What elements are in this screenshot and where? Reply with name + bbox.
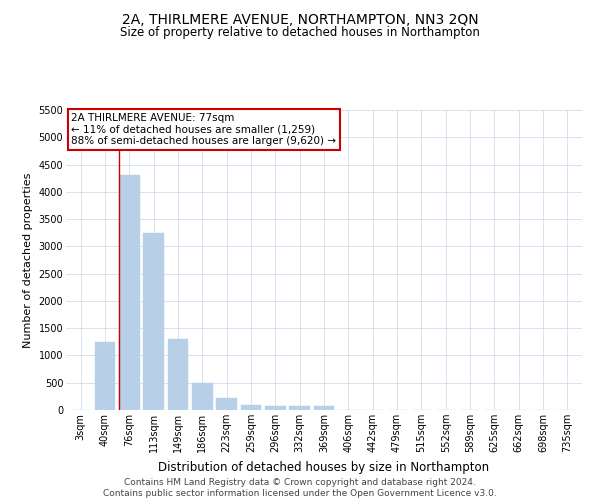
Bar [241, 404, 262, 410]
Bar [192, 382, 212, 410]
Bar [216, 398, 237, 410]
Bar [289, 406, 310, 410]
Text: 2A, THIRLMERE AVENUE, NORTHAMPTON, NN3 2QN: 2A, THIRLMERE AVENUE, NORTHAMPTON, NN3 2… [122, 12, 478, 26]
X-axis label: Distribution of detached houses by size in Northampton: Distribution of detached houses by size … [158, 460, 490, 473]
Bar [167, 339, 188, 410]
Text: Size of property relative to detached houses in Northampton: Size of property relative to detached ho… [120, 26, 480, 39]
Text: Contains HM Land Registry data © Crown copyright and database right 2024.
Contai: Contains HM Land Registry data © Crown c… [103, 478, 497, 498]
Bar [265, 406, 286, 410]
Text: 2A THIRLMERE AVENUE: 77sqm
← 11% of detached houses are smaller (1,259)
88% of s: 2A THIRLMERE AVENUE: 77sqm ← 11% of deta… [71, 113, 336, 146]
Bar [95, 342, 115, 410]
Y-axis label: Number of detached properties: Number of detached properties [23, 172, 33, 348]
Bar [314, 406, 334, 410]
Bar [119, 176, 140, 410]
Bar [143, 232, 164, 410]
